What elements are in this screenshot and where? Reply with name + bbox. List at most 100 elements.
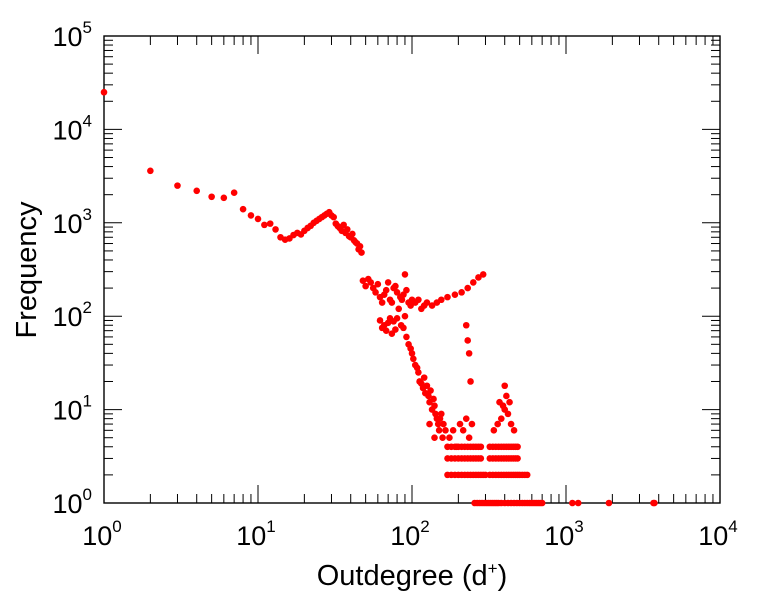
data-point (465, 434, 473, 442)
data-point (266, 220, 274, 227)
y-tick-label: 102 (52, 298, 92, 332)
data-point (435, 427, 443, 434)
data-point (477, 443, 485, 451)
data-point (444, 293, 451, 301)
data-point (384, 279, 392, 286)
x-axis-label-sup: + (488, 559, 498, 578)
data-point (462, 415, 470, 422)
data-point (462, 321, 470, 329)
data-point (504, 410, 512, 418)
x-tick-base: 10 (698, 521, 728, 551)
y-axis-label: Frequency (11, 201, 43, 339)
data-point (423, 382, 431, 390)
x-tick-label: 102 (390, 517, 430, 551)
data-point (426, 420, 433, 428)
axis-ticks (104, 36, 720, 503)
y-tick-label: 104 (52, 111, 92, 145)
data-point (442, 427, 449, 434)
data-point (494, 420, 501, 428)
data-point (490, 427, 498, 434)
x-axis-label-main: Outdegree (d (317, 560, 488, 592)
data-point (359, 277, 367, 284)
data-point (408, 350, 416, 357)
data-point (239, 205, 247, 213)
data-point (464, 337, 472, 344)
data-point (431, 402, 438, 410)
data-point (468, 420, 476, 428)
data-point (467, 378, 474, 385)
data-point (506, 398, 513, 406)
data-point (503, 392, 510, 400)
data-point (428, 302, 436, 309)
x-tick-label: 103 (544, 517, 584, 551)
data-point (439, 434, 446, 442)
data-point (374, 280, 382, 288)
y-tick-exponent: 3 (83, 205, 92, 224)
data-point (415, 296, 422, 304)
y-tick-label: 100 (52, 485, 92, 519)
data-point (574, 499, 582, 507)
data-point (254, 215, 262, 223)
data-point (434, 420, 442, 428)
data-point (431, 434, 438, 442)
data-point (401, 271, 409, 278)
x-tick-base: 10 (236, 521, 266, 551)
data-point (538, 499, 546, 507)
data-point (392, 282, 399, 290)
x-tick-exponent: 3 (574, 517, 583, 536)
y-tick-label: 101 (52, 392, 92, 426)
data-point (425, 392, 432, 400)
data-point (451, 291, 459, 298)
data-point (651, 499, 658, 507)
plot-frame (103, 35, 721, 504)
data-point (208, 193, 215, 201)
y-tick-exponent: 5 (83, 18, 92, 37)
y-tick-exponent: 0 (83, 485, 92, 504)
x-tick-exponent: 0 (112, 517, 121, 536)
data-point (464, 284, 472, 292)
data-point (410, 355, 417, 363)
x-tick-exponent: 1 (266, 517, 275, 536)
data-point (459, 427, 467, 434)
data-point (514, 443, 521, 451)
data-point (261, 221, 268, 229)
data-point (440, 420, 447, 428)
data-point (415, 369, 422, 376)
data-point (340, 221, 347, 229)
data-point (174, 182, 181, 189)
y-tick-exponent: 1 (83, 392, 92, 411)
data-point (465, 350, 473, 357)
y-tick-base: 10 (52, 115, 82, 145)
data-point (398, 296, 406, 304)
data-point (272, 226, 279, 233)
data-point (362, 282, 369, 290)
x-tick-base: 10 (82, 521, 112, 551)
y-tick-base: 10 (52, 302, 82, 332)
y-tick-exponent: 4 (83, 111, 92, 130)
data-point (523, 471, 531, 479)
data-point (438, 410, 445, 418)
data-point (358, 249, 365, 256)
data-points (100, 88, 658, 507)
data-point (356, 243, 364, 250)
data-point (367, 279, 375, 286)
data-point (330, 213, 337, 221)
data-point (230, 189, 238, 197)
data-point (372, 289, 379, 296)
data-point (423, 299, 431, 306)
data-point (378, 299, 386, 306)
data-point (349, 230, 356, 238)
data-point (430, 395, 437, 403)
data-point (147, 167, 154, 175)
data-point (497, 415, 505, 422)
data-point (193, 187, 201, 195)
data-point (458, 289, 465, 296)
data-point (400, 324, 407, 332)
data-point (382, 327, 390, 334)
data-point (247, 212, 255, 219)
data-point (427, 387, 434, 394)
data-point (420, 374, 428, 381)
data-point (403, 333, 410, 341)
